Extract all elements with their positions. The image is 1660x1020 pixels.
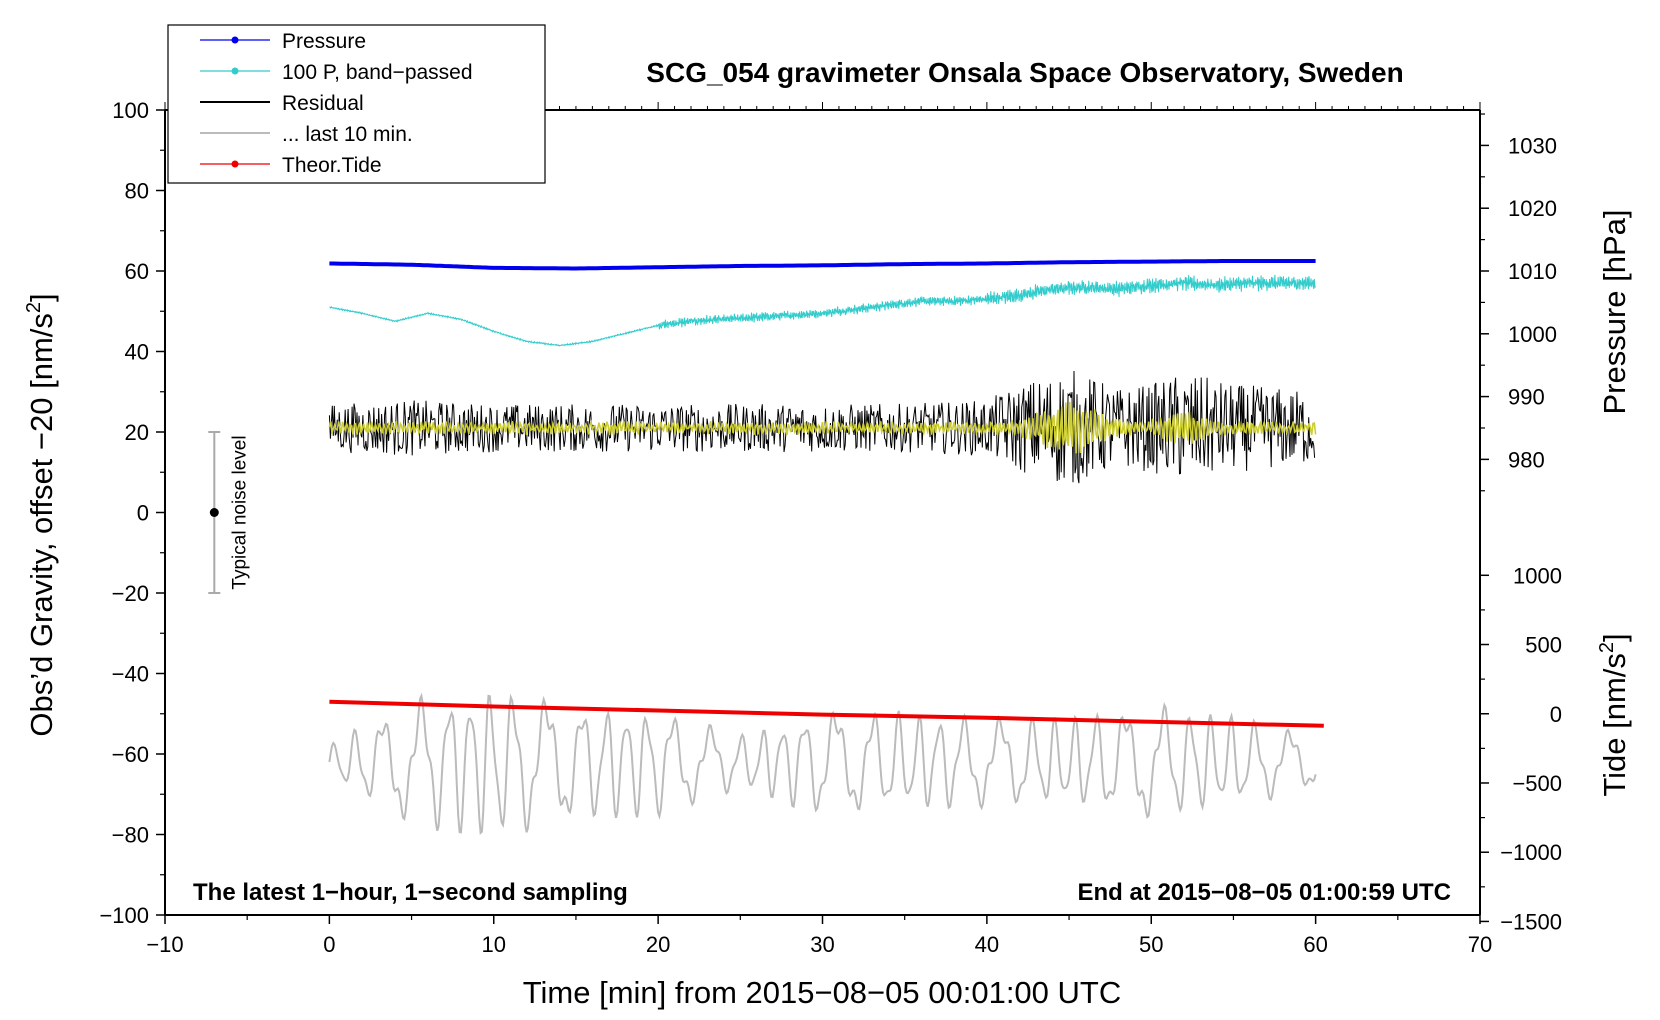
- legend-label-pressure: Pressure: [282, 30, 366, 53]
- y-tick-label: 100: [112, 98, 149, 123]
- noise-label: Typical noise level: [229, 435, 250, 589]
- series-residual: [328, 370, 1316, 484]
- y-tick-label: 0: [137, 501, 149, 526]
- tide-tick-label: −1000: [1500, 840, 1562, 865]
- tide-tick-label: −500: [1512, 771, 1562, 796]
- pressure-tick-label: 980: [1508, 447, 1545, 472]
- legend-box: [167, 24, 546, 184]
- x-tick-label: 0: [323, 932, 335, 957]
- y-tick-label: −100: [99, 903, 149, 928]
- x-tick-label: 10: [482, 932, 506, 957]
- x-tick-label: −10: [146, 932, 183, 957]
- x-tick-label: 60: [1303, 932, 1327, 957]
- legend-label-last-10-min: ... last 10 min.: [282, 123, 413, 146]
- pressure-tick-label: 990: [1508, 385, 1545, 410]
- note-right: End at 2015−08−05 01:00:59 UTC: [1077, 879, 1451, 906]
- legend-item-pressure: Pressure: [200, 30, 366, 53]
- legend-item-tide: Theor.Tide: [200, 154, 382, 177]
- x-tick-label: 30: [810, 932, 834, 957]
- pressure-tick-label: 1000: [1508, 322, 1557, 347]
- note-left: The latest 1−hour, 1−second sampling: [193, 879, 628, 906]
- legend-marker-tide: [231, 160, 239, 168]
- legend: Pressure 100 P, band−passed Residual ...…: [167, 24, 546, 184]
- legend-marker-pressure: [231, 36, 239, 44]
- y-tick-label: 60: [125, 259, 149, 284]
- series-residual-smoothed: [328, 401, 1317, 454]
- legend-item-last-10-min: ... last 10 min.: [200, 123, 413, 146]
- series-band-passed-pressure: [329, 274, 1316, 347]
- y-axis-title-tide: Tide [nm/s2]: [1596, 633, 1632, 796]
- noise-marker: Typical noise level: [208, 431, 250, 594]
- pressure-tick-label: 1030: [1508, 133, 1557, 158]
- legend-label-tide: Theor.Tide: [282, 154, 382, 177]
- y-tick-label: −60: [112, 742, 149, 767]
- legend-label-band-passed: 100 P, band−passed: [282, 61, 473, 84]
- y-tick-label: −20: [112, 581, 149, 606]
- y-axis-title-left: Obs’d Gravity, offset −20 [nm/s2]: [23, 293, 59, 736]
- series-last-10-min: [328, 692, 1317, 836]
- chart-title: SCG_054 gravimeter Onsala Space Observat…: [646, 57, 1403, 88]
- y-axis-title-pressure: Pressure [hPa]: [1597, 209, 1632, 414]
- x-axis-title: Time [min] from 2015−08−05 00:01:00 UTC: [523, 975, 1122, 1010]
- y-tick-label: −40: [112, 662, 149, 687]
- noise-dot: [209, 508, 219, 517]
- tide-tick-label: 1000: [1513, 563, 1562, 588]
- y-tick-label: 20: [125, 420, 149, 445]
- series-theoretical-tide: [329, 699, 1324, 728]
- tide-tick-label: −1500: [1500, 909, 1562, 934]
- tide-tick-label: 0: [1550, 702, 1562, 727]
- x-tick-label: 70: [1468, 932, 1492, 957]
- legend-item-band-passed: 100 P, band−passed: [200, 61, 473, 84]
- x-tick-label: 50: [1139, 932, 1163, 957]
- y-tick-label: 80: [125, 179, 149, 204]
- pressure-tick-label: 1010: [1508, 259, 1557, 284]
- x-tick-label: 40: [975, 932, 999, 957]
- pressure-tick-label: 1020: [1508, 196, 1557, 221]
- tide-tick-label: 500: [1525, 633, 1562, 658]
- series-pressure: [329, 259, 1316, 271]
- plot-frame: [164, 109, 1481, 916]
- legend-label-residual: Residual: [282, 92, 364, 115]
- axis-ticks: −10 0 10 20 30 40 50 60 70100806040200−20−40−60−…: [99, 98, 1562, 957]
- y-tick-label: −80: [112, 823, 149, 848]
- y-tick-label: 40: [125, 340, 149, 365]
- legend-marker-band-passed: [231, 67, 239, 75]
- x-tick-label: 20: [646, 932, 670, 957]
- series-layer: [328, 259, 1324, 836]
- legend-item-residual: Residual: [200, 92, 364, 115]
